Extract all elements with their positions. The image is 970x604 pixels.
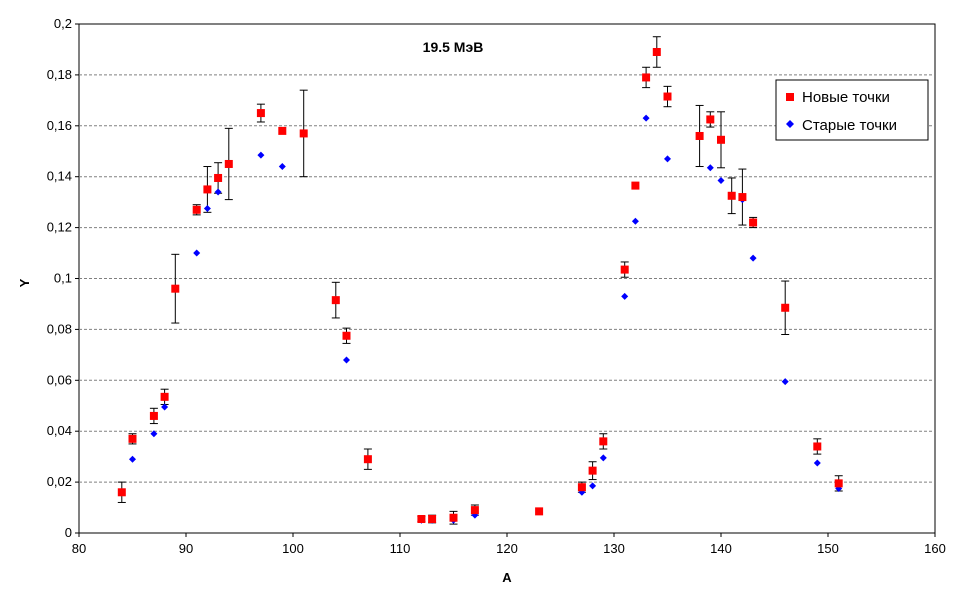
y-tick-label: 0,08 — [47, 321, 72, 336]
point-new — [224, 159, 233, 168]
x-tick-label: 80 — [72, 541, 86, 556]
point-new — [620, 265, 629, 274]
point-old — [631, 217, 639, 225]
y-tick-label: 0,1 — [54, 271, 72, 286]
y-tick-label: 0,18 — [47, 67, 72, 82]
legend: Новые точки Старые точки — [775, 79, 929, 141]
point-new — [717, 135, 725, 144]
point-new — [663, 92, 672, 101]
point-old — [749, 254, 757, 262]
point-old — [599, 454, 607, 462]
point-new — [738, 193, 747, 202]
y-tick-label: 0 — [65, 525, 72, 540]
point-old — [161, 403, 169, 411]
y-tick-label: 0,14 — [47, 169, 72, 184]
point-old — [193, 249, 201, 257]
y-tick-label: 0,02 — [47, 474, 72, 489]
point-old — [257, 151, 265, 159]
legend-label-new: Новые точки — [802, 89, 890, 106]
point-new — [695, 131, 704, 140]
point-old — [813, 459, 821, 467]
y-tick-label: 0,16 — [47, 118, 72, 133]
point-new — [706, 115, 715, 124]
point-new — [171, 284, 180, 293]
point-new — [631, 181, 640, 190]
x-axis: 80 90 100 110 120 130 140 150 160 — [72, 533, 946, 556]
point-new — [192, 205, 201, 214]
x-tick-label: 110 — [390, 541, 411, 556]
point-new — [278, 126, 287, 135]
legend-marker-old — [786, 120, 794, 128]
point-new — [428, 515, 437, 524]
y-tick-label: 0,06 — [47, 372, 72, 387]
x-tick-label: 140 — [710, 541, 732, 556]
point-old — [278, 163, 286, 171]
x-tick-label: 120 — [496, 541, 518, 556]
y-axis-label: Y — [17, 278, 32, 287]
point-new — [299, 129, 308, 138]
point-new — [834, 479, 843, 488]
point-old — [589, 482, 597, 490]
point-new — [128, 434, 137, 443]
y-axis: 0 0,02 0,04 0,06 0,08 0,1 0,12 0,14 0,16 0,18 0,2 — [47, 16, 79, 540]
y-tick-label: 0,12 — [47, 220, 72, 235]
point-new — [417, 515, 426, 524]
point-new — [149, 411, 158, 420]
point-new — [813, 442, 822, 451]
legend-box — [775, 79, 929, 141]
point-new — [535, 507, 544, 516]
point-new — [331, 296, 340, 305]
point-old — [706, 164, 714, 172]
point-new — [470, 506, 479, 515]
chart-annotation: 19.5 МэВ — [423, 39, 484, 55]
point-old — [621, 292, 629, 300]
point-old — [214, 188, 222, 196]
point-old — [717, 177, 725, 185]
x-tick-label: 100 — [282, 541, 304, 556]
point-old — [642, 114, 650, 122]
point-new — [577, 483, 586, 492]
x-axis-label: A — [502, 570, 512, 585]
x-tick-label: 130 — [603, 541, 625, 556]
point-new — [160, 392, 169, 401]
legend-label-old: Старые точки — [802, 117, 897, 134]
x-tick-label: 90 — [179, 541, 193, 556]
point-old — [203, 205, 211, 213]
point-new — [781, 303, 790, 312]
point-new — [449, 513, 458, 522]
point-old — [343, 356, 350, 364]
point-new — [363, 455, 372, 464]
point-new — [342, 331, 351, 340]
point-new — [203, 185, 212, 194]
point-old — [150, 430, 158, 438]
x-tick-label: 150 — [817, 541, 839, 556]
y-tick-label: 0,2 — [54, 16, 72, 31]
legend-marker-new — [786, 93, 794, 101]
point-old — [664, 155, 671, 163]
point-new — [214, 173, 223, 182]
point-new — [588, 466, 597, 475]
point-old — [781, 378, 789, 386]
point-new — [642, 73, 651, 82]
point-new — [599, 437, 608, 446]
y-tick-label: 0,04 — [47, 423, 72, 438]
point-old — [129, 455, 136, 463]
point-new — [117, 488, 126, 497]
point-new — [727, 191, 736, 200]
point-new — [749, 218, 758, 227]
point-new — [652, 47, 661, 56]
point-new — [256, 109, 265, 118]
x-tick-label: 160 — [924, 541, 946, 556]
series-new-points — [117, 47, 843, 524]
